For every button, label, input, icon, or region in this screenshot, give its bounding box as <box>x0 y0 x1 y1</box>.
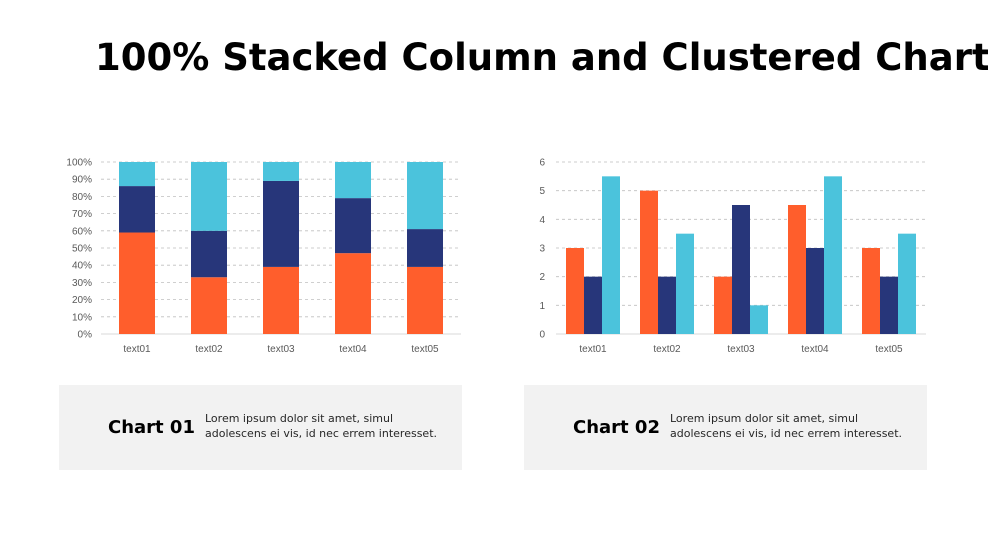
x-tick-label: text04 <box>339 344 367 355</box>
chart-01-caption: Chart 01 Lorem ipsum dolor sit amet, sim… <box>59 385 462 470</box>
bar <box>898 233 916 334</box>
y-tick-label: 60% <box>72 226 92 237</box>
bar <box>880 276 898 334</box>
x-tick-label: text03 <box>727 344 755 355</box>
bar-segment <box>191 277 227 334</box>
bar-segment <box>407 229 443 267</box>
x-tick-label: text05 <box>411 344 439 355</box>
bar-segment <box>335 253 371 334</box>
bar-segment <box>407 162 443 230</box>
caption-title: Chart 02 <box>573 417 660 438</box>
bar <box>640 190 658 334</box>
y-tick-label: 6 <box>539 158 545 169</box>
caption-title: Chart 01 <box>108 417 195 438</box>
bar-segment <box>407 266 443 334</box>
clustered-column-chart: 0 1 2 3 4 5 6 text01 text02 text03 text04 text05 <box>539 158 926 355</box>
bar <box>806 248 824 334</box>
bar <box>750 305 768 334</box>
y-tick-label: 40% <box>72 261 92 272</box>
y-tick-label: 10% <box>72 312 92 323</box>
y-tick-label: 5 <box>539 186 545 197</box>
bar-segment <box>191 162 227 231</box>
y-tick-label: 2 <box>539 272 545 283</box>
bar-segment <box>263 266 299 334</box>
caption-text: Lorem ipsum dolor sit amet, simul adoles… <box>670 412 903 440</box>
stacked-percent-column-chart: 0% 10% 20% 30% 40% 50% 60% 70% 80% 90% 100% text01 t… <box>66 158 461 355</box>
x-tick-label: text02 <box>195 344 223 355</box>
y-tick-label: 20% <box>72 295 92 306</box>
x-tick-label: text04 <box>801 344 829 355</box>
bar-segment <box>335 198 371 254</box>
bar <box>714 276 732 334</box>
bar <box>658 276 676 334</box>
bar-segment <box>191 230 227 278</box>
y-tick-label: 3 <box>539 244 545 255</box>
bar <box>676 233 694 334</box>
x-tick-label: text02 <box>653 344 681 355</box>
chart-02-caption: Chart 02 Lorem ipsum dolor sit amet, sim… <box>524 385 927 470</box>
y-tick-label: 4 <box>539 215 545 226</box>
bar <box>602 176 620 334</box>
bar <box>566 248 584 334</box>
y-tick-label: 90% <box>72 175 92 186</box>
bar <box>862 248 880 334</box>
y-tick-label: 100% <box>66 158 92 169</box>
bar <box>584 276 602 334</box>
bar-segment <box>335 162 371 199</box>
bar-segment <box>263 162 299 181</box>
y-tick-label: 80% <box>72 192 92 203</box>
bar <box>824 176 842 334</box>
y-tick-label: 0 <box>539 330 545 341</box>
bar <box>788 205 806 334</box>
bar-segment <box>119 232 155 334</box>
y-tick-label: 1 <box>539 301 545 312</box>
bar <box>732 205 750 334</box>
x-tick-label: text01 <box>579 344 607 355</box>
y-tick-label: 50% <box>72 244 92 255</box>
y-tick-label: 70% <box>72 209 92 220</box>
x-tick-label: text03 <box>267 344 295 355</box>
bar-segment <box>263 180 299 267</box>
bar-segment <box>119 162 155 187</box>
caption-text: Lorem ipsum dolor sit amet, simul adoles… <box>205 412 438 440</box>
page-title: 100% Stacked Column and Clustered Chart <box>95 36 988 79</box>
bar-segment <box>119 186 155 233</box>
x-tick-label: text01 <box>123 344 151 355</box>
y-tick-label: 30% <box>72 278 92 289</box>
x-tick-label: text05 <box>875 344 903 355</box>
y-tick-label: 0% <box>78 330 93 341</box>
